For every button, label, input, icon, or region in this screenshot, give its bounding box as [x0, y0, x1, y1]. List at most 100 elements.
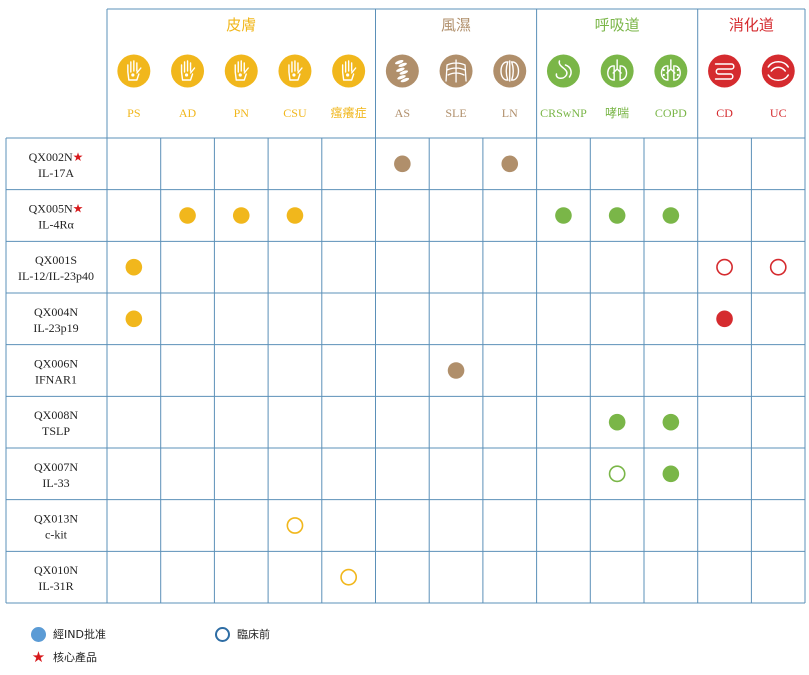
category-title-3: 消化道	[729, 16, 774, 34]
approved-dot-12	[716, 310, 733, 328]
row-code-8: QX010N	[34, 563, 78, 577]
disease-label-2: PN	[234, 106, 250, 120]
legend-preclinical: 臨床前	[215, 626, 270, 642]
vertebra	[394, 59, 404, 65]
core-star-icon: ★	[73, 202, 84, 216]
approved-dot-0	[394, 155, 411, 173]
approved-dot-13	[447, 362, 465, 379]
grid-lines	[5, 8, 806, 604]
row-code-0: QX002N★	[29, 150, 84, 164]
disease-label-7: LN	[502, 106, 518, 120]
icon-circle	[385, 54, 419, 88]
approved-dot-11	[125, 310, 143, 328]
row-code-6: QX007N	[34, 460, 78, 474]
approved-dot-3	[232, 207, 250, 224]
row-target-4: IFNAR1	[35, 373, 77, 387]
disease-icon-9	[600, 54, 634, 88]
core-star-icon: ★	[73, 150, 84, 164]
row-target-2: IL-12/IL-23p40	[18, 269, 94, 283]
disease-label-1: AD	[179, 106, 197, 120]
disease-icon-7	[493, 54, 527, 88]
legend-preclinical-label: 臨床前	[237, 628, 270, 641]
row-target-5: TSLP	[42, 424, 70, 438]
row-code-text: QX006N	[34, 357, 78, 371]
icon-circle	[761, 54, 795, 88]
vertebra	[400, 77, 410, 83]
approved-dot-4	[286, 207, 304, 224]
preclinical-ring-9	[716, 258, 733, 276]
lung-spot	[662, 68, 665, 72]
approved-dot-14	[608, 413, 626, 431]
row-code-5: QX008N	[34, 408, 78, 422]
row-code-7: QX013N	[34, 512, 78, 526]
row-code-text: QX002N	[29, 150, 73, 164]
disease-icon-4	[332, 54, 366, 88]
row-target-3: IL-23p19	[33, 321, 78, 335]
hand-icon-glyph	[127, 60, 142, 81]
intestine-icon-glyph	[714, 63, 735, 80]
vertebra	[399, 70, 409, 75]
row-target-7: c-kit	[45, 528, 68, 542]
approved-dot-5	[555, 207, 572, 224]
icon-circle	[600, 54, 634, 88]
disease-icon-2	[224, 54, 258, 88]
disease-icon-12	[761, 54, 795, 88]
approved-dot-1	[501, 155, 519, 173]
lungs-icon-glyph	[607, 59, 628, 81]
row-code-4: QX006N	[34, 357, 78, 371]
lungs-icon-glyph	[660, 59, 681, 81]
legend-core: ★ 核心產品	[31, 649, 97, 665]
nose-icon-glyph	[555, 60, 572, 79]
disease-icon-10	[654, 54, 688, 88]
disease-icon-0	[117, 54, 151, 88]
disease-icon-11	[708, 54, 742, 88]
category-title-0: 皮膚	[226, 16, 256, 34]
pipeline-chart: 皮膚 風濕 呼吸道 消化道 PS AD PN CSU 瘙癢症 AS SLE LN CRSwNP 哮喘 COP…	[5, 8, 806, 604]
approved-dot-15	[662, 413, 680, 431]
colon-icon-glyph	[767, 61, 789, 81]
vertebra	[397, 75, 406, 80]
disease-label-12: UC	[770, 106, 787, 120]
disease-icon-6	[439, 54, 473, 88]
disease-label-11: CD	[716, 106, 733, 120]
row-target-0: IL-17A	[38, 166, 74, 180]
icon-circle	[546, 54, 580, 88]
disease-label-4: 瘙癢症	[331, 105, 367, 120]
hand-icon-glyph	[234, 60, 249, 81]
icon-circle	[654, 54, 688, 88]
disease-icon-1	[171, 54, 205, 88]
approved-dot-17	[662, 465, 680, 483]
hand-spot	[292, 73, 296, 77]
legend-approved-dot	[31, 626, 46, 642]
legend-preclinical-ring	[215, 626, 230, 642]
approved-dot-7	[662, 207, 680, 224]
hand-spot	[131, 73, 135, 77]
preclinical-ring-18	[286, 517, 304, 534]
lung-spot	[676, 68, 679, 72]
vertebra	[396, 67, 405, 72]
row-code-text: QX010N	[34, 563, 78, 577]
row-code-text: QX013N	[34, 512, 78, 526]
row-code-text: QX004N	[34, 305, 78, 319]
disease-icon-3	[278, 54, 312, 88]
vertebra	[398, 62, 407, 68]
approved-dot-8	[125, 258, 143, 276]
hand-icon-glyph	[341, 60, 357, 81]
disease-label-9: 哮喘	[605, 106, 629, 120]
preclinical-ring-10	[769, 258, 787, 276]
hand-spot	[238, 73, 242, 77]
preclinical-ring-16	[608, 465, 626, 483]
row-code-1: QX005N★	[29, 202, 84, 216]
ribs-icon-glyph	[445, 59, 467, 83]
disease-label-6: SLE	[445, 106, 466, 120]
disease-label-5: AS	[395, 106, 410, 120]
lung-spot	[662, 73, 665, 77]
legend-approved: 經IND批准	[31, 626, 106, 642]
disease-label-0: PS	[127, 106, 140, 120]
legend-star-icon: ★	[31, 647, 46, 666]
disease-label-3: CSU	[283, 106, 307, 120]
category-title-2: 呼吸道	[595, 16, 640, 34]
hand-spot	[346, 73, 350, 77]
row-code-text: QX008N	[34, 408, 78, 422]
approved-dot-2	[179, 207, 196, 224]
